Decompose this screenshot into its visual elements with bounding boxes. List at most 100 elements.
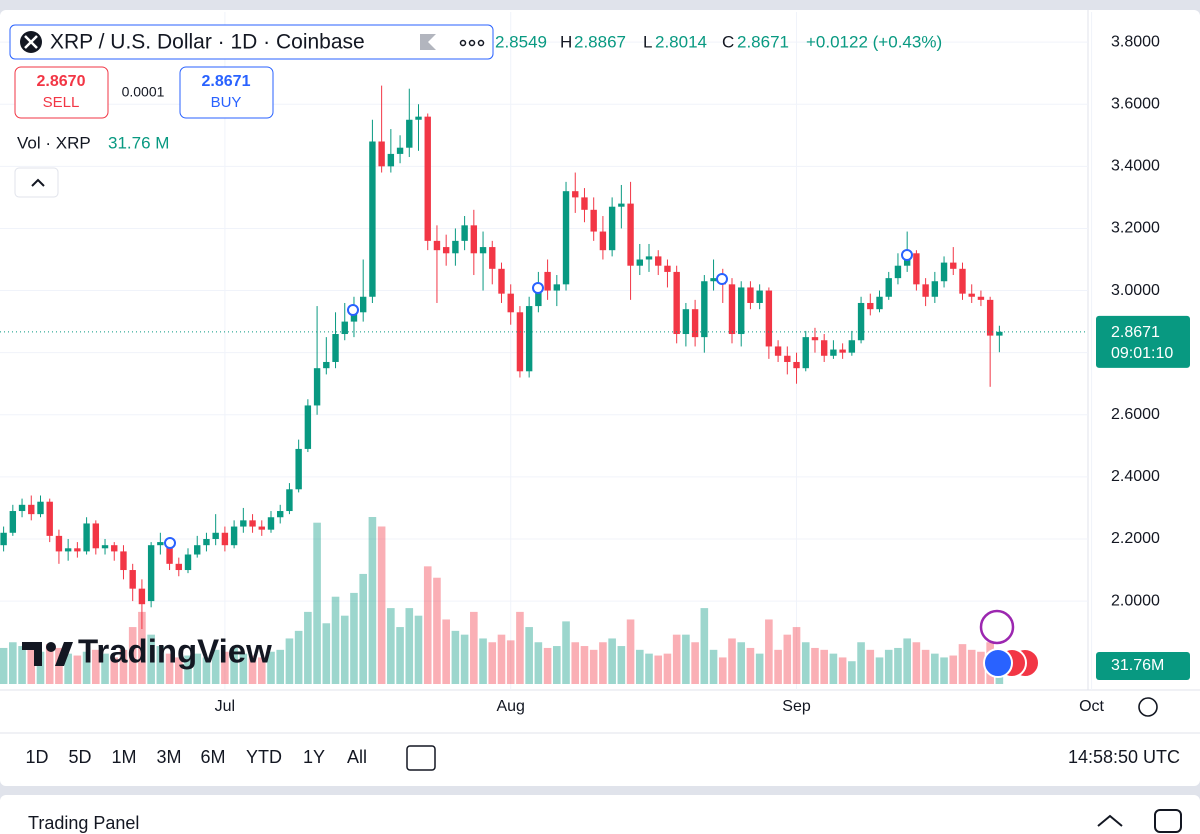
range-button[interactable]: All xyxy=(347,747,367,767)
symbol-box[interactable] xyxy=(9,24,494,60)
maximize-icon[interactable] xyxy=(1154,809,1182,833)
candle-body xyxy=(599,231,607,251)
volume-bar xyxy=(101,653,109,684)
volume-bar xyxy=(755,653,764,684)
candle-body xyxy=(212,532,219,539)
volume-bar xyxy=(801,642,810,684)
sell-button[interactable] xyxy=(14,66,109,119)
trading-panel-title[interactable]: Trading Panel xyxy=(28,813,139,833)
volume-bar xyxy=(340,615,349,684)
event-marker xyxy=(164,537,176,549)
candle-body xyxy=(157,542,164,546)
buy-button[interactable] xyxy=(179,66,274,119)
open-value: 2.8549 xyxy=(495,32,547,51)
volume-bar xyxy=(82,651,91,684)
volume-bar xyxy=(294,630,303,684)
expand-icon[interactable] xyxy=(1097,814,1123,827)
volume-legend-label: Vol · XRP xyxy=(17,133,91,152)
volume-bar xyxy=(672,634,681,684)
volume-bar xyxy=(820,649,828,684)
volume-bar xyxy=(589,649,598,684)
candle-body xyxy=(350,312,358,322)
buy-price[interactable]: 2.8671 xyxy=(202,73,251,90)
volume-label-box xyxy=(1096,652,1190,680)
candle-body xyxy=(710,278,717,282)
candle-body xyxy=(470,225,478,254)
volume-bar xyxy=(239,653,248,684)
candle-body xyxy=(516,312,524,372)
event-markers xyxy=(164,249,913,549)
symbol[interactable]: XRP / U.S. Dollar · 1D · Coinbase xyxy=(50,31,365,54)
volume-bar xyxy=(746,647,755,684)
candle-body xyxy=(811,337,819,341)
volume-bar xyxy=(709,649,718,684)
candle-body xyxy=(876,296,883,310)
candle-body xyxy=(913,253,920,285)
volume-bar xyxy=(903,638,911,684)
candle-body xyxy=(756,290,763,303)
range-button[interactable]: 3M xyxy=(156,747,181,767)
candle-body xyxy=(848,340,856,353)
volume-bar xyxy=(156,646,165,684)
volume-bar xyxy=(128,627,137,684)
volume-bar xyxy=(423,566,432,684)
range-button[interactable]: 1D xyxy=(25,747,48,767)
volume-bar xyxy=(18,646,26,684)
range-button[interactable]: YTD xyxy=(246,747,282,767)
candle-body xyxy=(452,240,459,254)
candle-body xyxy=(129,570,136,589)
high-value: 2.8867 xyxy=(574,32,626,51)
low-label: L xyxy=(643,32,652,51)
volume-bar xyxy=(811,647,819,684)
volume-bar xyxy=(304,611,312,684)
volume-bar xyxy=(36,651,45,684)
volume-bar xyxy=(322,623,331,684)
settings-icon[interactable] xyxy=(1138,697,1158,717)
date-range-icon[interactable] xyxy=(406,745,436,771)
volume-bar xyxy=(635,649,644,684)
more-icon[interactable] xyxy=(459,39,485,47)
volume-bar xyxy=(138,611,146,684)
event-marker xyxy=(347,304,359,316)
close-value: 2.8671 xyxy=(737,32,789,51)
low-value: 2.8014 xyxy=(655,32,707,51)
candle-body xyxy=(986,299,994,336)
candle-body xyxy=(9,511,17,533)
candle-body xyxy=(295,448,302,490)
range-button[interactable]: 5D xyxy=(68,747,91,767)
candle-body xyxy=(240,520,247,527)
range-button[interactable]: 6M xyxy=(200,747,225,767)
volume-bar xyxy=(525,627,533,684)
event-flag[interactable] xyxy=(983,648,1013,678)
candle-body xyxy=(28,504,35,515)
candle-body xyxy=(590,209,597,232)
range-button[interactable]: 1Y xyxy=(303,747,325,767)
candle-body xyxy=(940,262,948,282)
y-tick-label: 2.0000 xyxy=(1111,592,1160,609)
change: +0.0122 (+0.43%) xyxy=(806,32,942,51)
volume-bar xyxy=(396,627,404,684)
candle-body xyxy=(728,284,736,335)
range-button[interactable]: 1M xyxy=(111,747,136,767)
volume-bar xyxy=(211,649,220,684)
volume-bar xyxy=(848,661,856,684)
sell-price[interactable]: 2.8670 xyxy=(37,73,86,90)
candle-body xyxy=(461,225,468,241)
candle-body xyxy=(664,265,671,272)
volume-bar xyxy=(866,649,875,684)
x-tick-label: Jul xyxy=(215,698,235,715)
volume-bar xyxy=(553,646,561,684)
sell-label[interactable]: SELL xyxy=(43,94,80,111)
volume-bar xyxy=(884,649,893,684)
volume-bar xyxy=(728,638,736,684)
volume-bar xyxy=(912,642,921,684)
buy-label[interactable]: BUY xyxy=(211,94,242,111)
candle-body xyxy=(996,331,1003,336)
y-tick-label: 3.4000 xyxy=(1111,158,1160,175)
volume-bar xyxy=(783,634,792,684)
flag-icon[interactable] xyxy=(420,34,436,50)
ai-icon[interactable] xyxy=(979,609,1015,645)
candle-body xyxy=(922,284,929,297)
volume-bar xyxy=(405,608,414,684)
y-tick-label: 2.2000 xyxy=(1111,530,1160,547)
